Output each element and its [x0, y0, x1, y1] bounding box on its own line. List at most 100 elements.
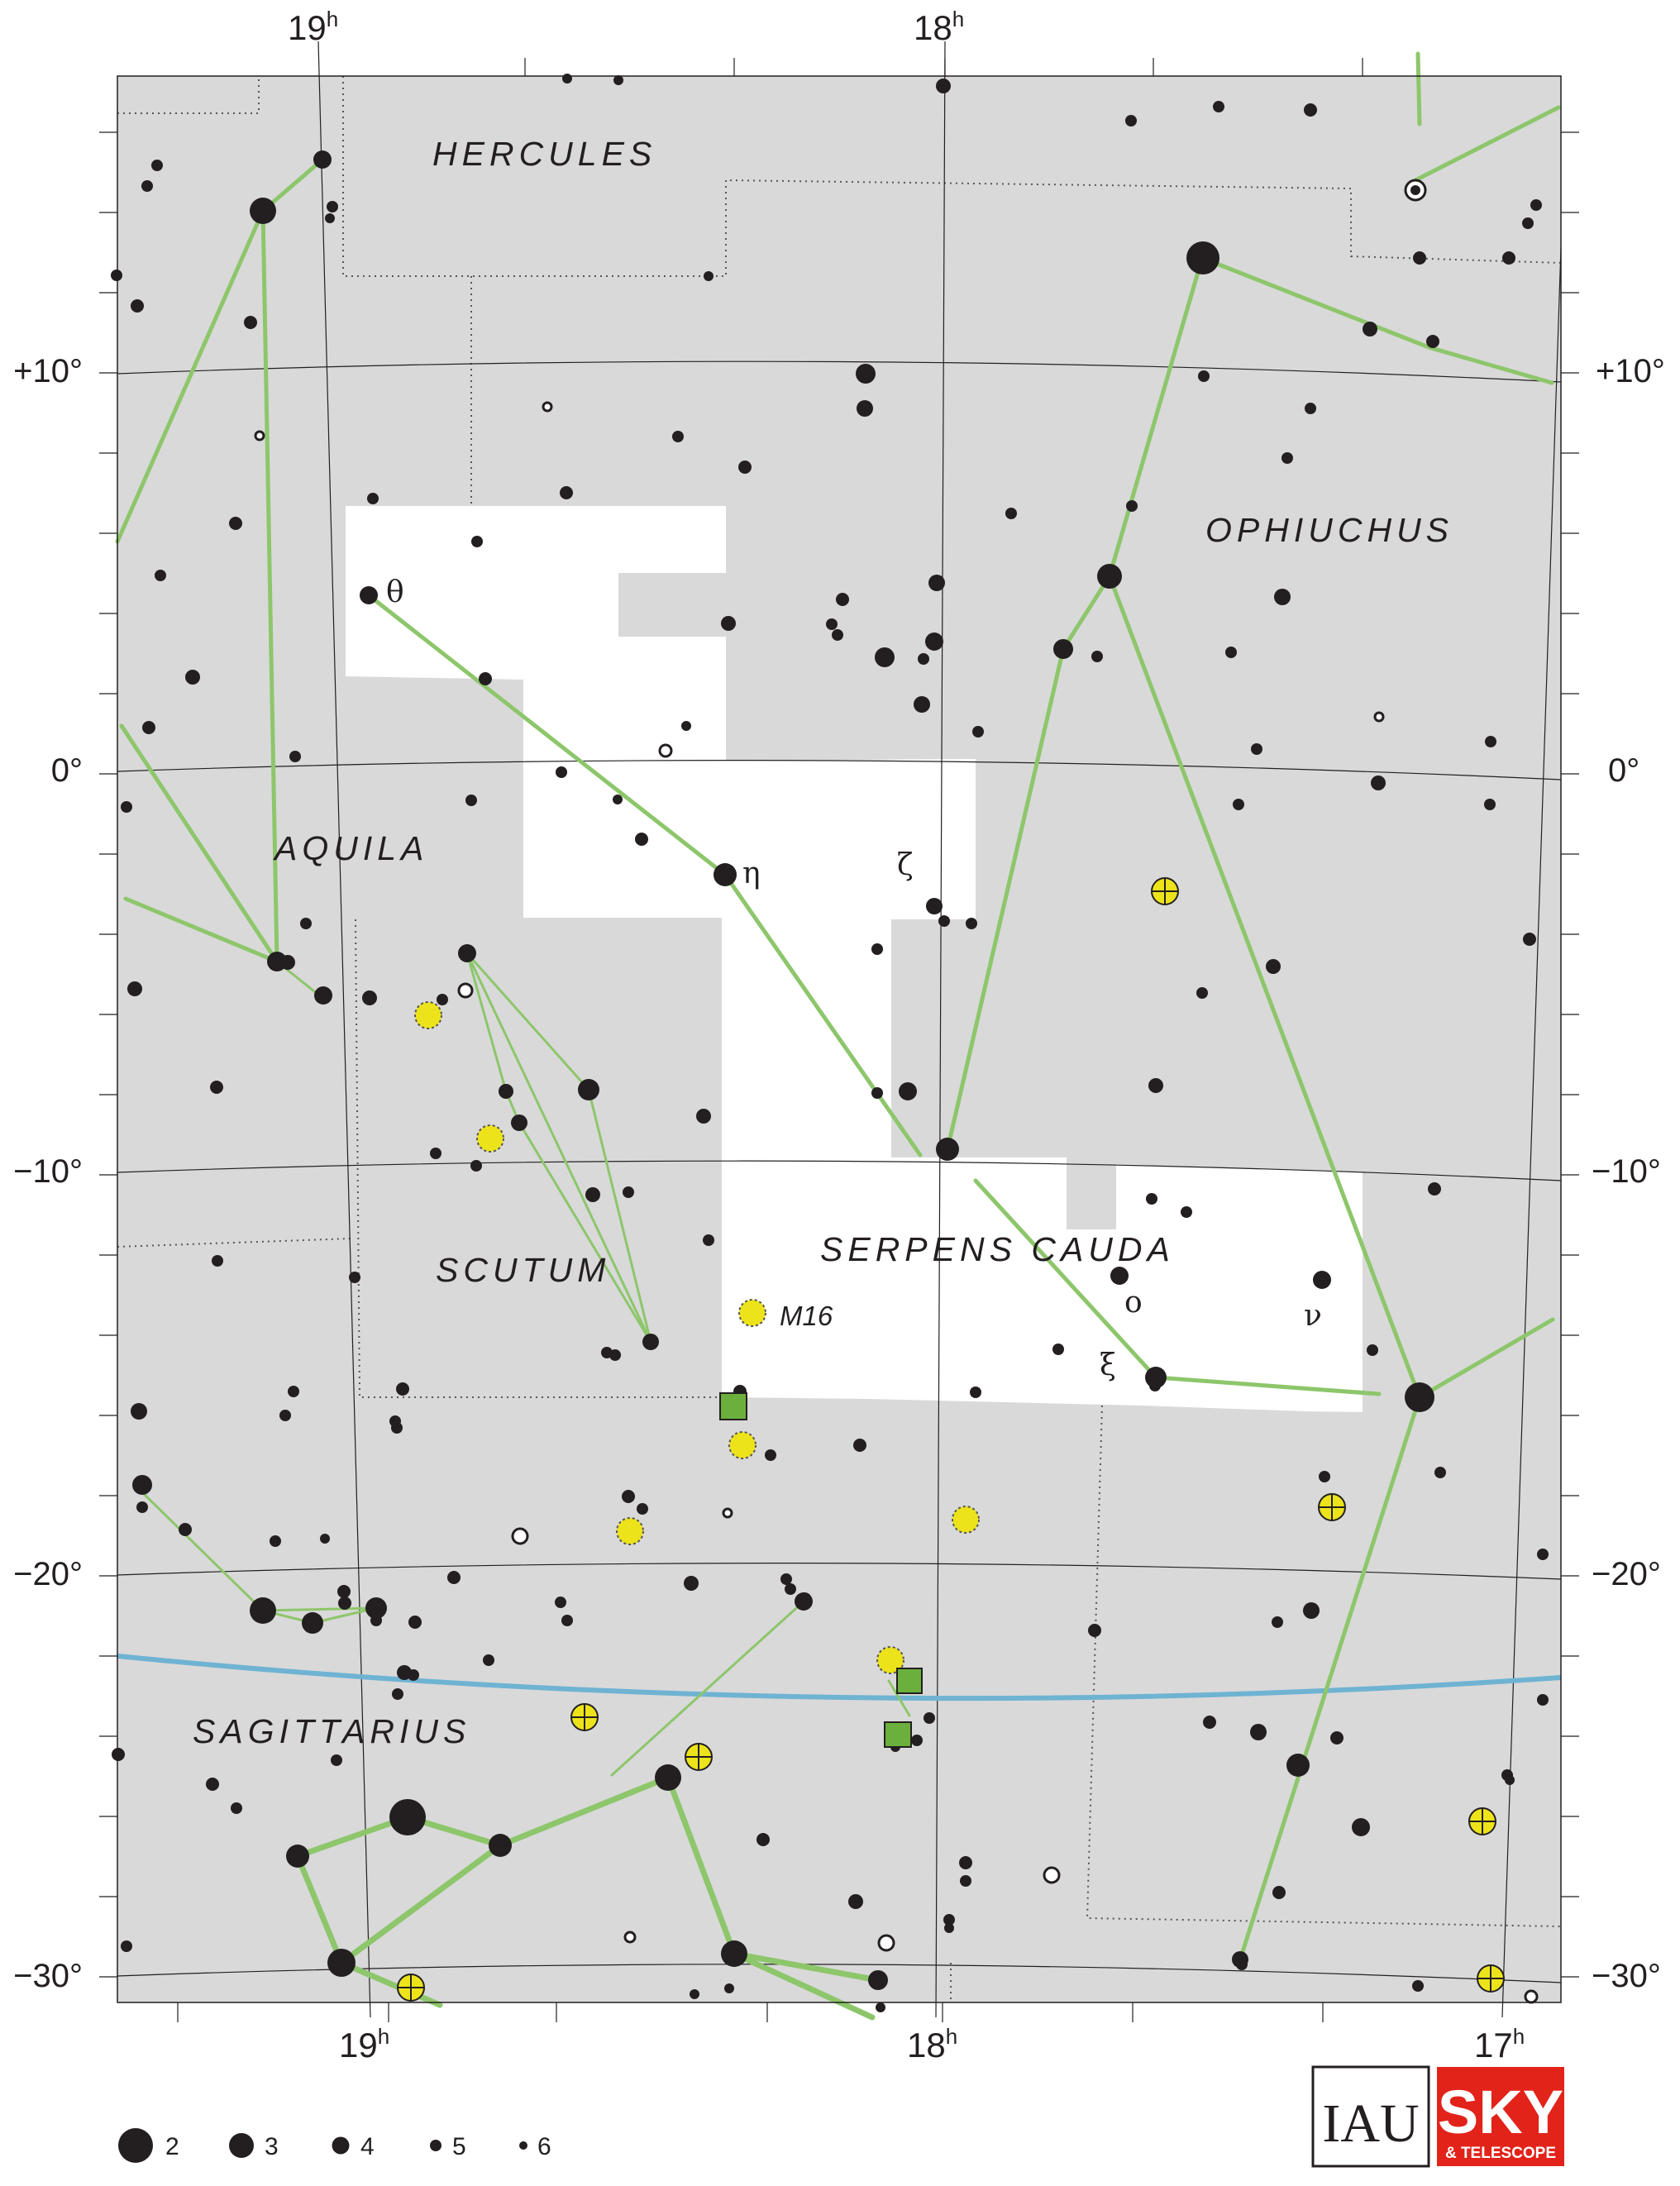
- star: [408, 1616, 422, 1629]
- star: [327, 201, 338, 212]
- star: [785, 1583, 796, 1595]
- star: [244, 316, 257, 329]
- ra-bottom-19h: 19h: [339, 2024, 389, 2064]
- star: [1088, 1624, 1101, 1637]
- sky-telescope-logo: SKY & TELESCOPE: [1437, 2067, 1564, 2166]
- label-aquila: AQUILA: [272, 829, 428, 867]
- star: [132, 1475, 152, 1495]
- dec-line-0: [117, 760, 1562, 780]
- star: [396, 1382, 409, 1396]
- star: [185, 670, 200, 685]
- star: [1313, 1271, 1331, 1289]
- star: [367, 493, 379, 504]
- star: [151, 160, 163, 171]
- star: [623, 1186, 634, 1198]
- star: [622, 1490, 635, 1503]
- star: [721, 1940, 747, 1967]
- star: [1405, 1382, 1434, 1412]
- star: [836, 593, 849, 606]
- globular-cluster-cross: [398, 1974, 424, 2001]
- star: [1236, 1959, 1248, 1970]
- star: [1186, 241, 1219, 274]
- star: [899, 1082, 917, 1100]
- star: [1097, 564, 1122, 589]
- star: [1434, 1467, 1446, 1478]
- star: [447, 1571, 461, 1584]
- star: [1505, 1775, 1515, 1785]
- star: [389, 1799, 426, 1835]
- star: [635, 833, 648, 846]
- star: [684, 1576, 699, 1591]
- hollow-object: [542, 401, 553, 413]
- star: [556, 766, 567, 778]
- star: [279, 1410, 291, 1421]
- star: [832, 629, 843, 641]
- star: [857, 400, 873, 417]
- star: [972, 726, 984, 737]
- magnitude-legend: 2 3 4 5 6: [118, 2128, 551, 2163]
- star: [724, 1983, 734, 1993]
- star: [471, 536, 483, 547]
- star: [856, 364, 876, 384]
- star: [1367, 1344, 1378, 1356]
- star: [392, 1688, 403, 1700]
- star: [1286, 1754, 1310, 1777]
- star: [681, 721, 691, 731]
- star: [690, 1989, 699, 1999]
- dec-left-m10: −10°: [13, 1153, 83, 1190]
- star: [704, 271, 714, 281]
- star: [391, 1422, 403, 1434]
- ra-line-19h: [317, 41, 371, 2018]
- globular-cluster-cross: [685, 1744, 712, 1770]
- nebulae: [719, 1392, 923, 1748]
- star: [458, 944, 476, 962]
- star: [511, 1114, 527, 1131]
- star: [327, 1949, 356, 1977]
- ra-line-17h: [1501, 247, 1562, 2018]
- star: [637, 1503, 648, 1515]
- open-cluster: [952, 1506, 980, 1534]
- star: [338, 1597, 351, 1610]
- star: [609, 1349, 621, 1361]
- star: [1413, 251, 1426, 265]
- star: [286, 1845, 309, 1868]
- legend-mag-6-label: 6: [537, 2133, 551, 2160]
- star: [314, 986, 332, 1005]
- label-omicron: o: [1124, 1286, 1143, 1320]
- label-theta: θ: [386, 575, 404, 609]
- star: [489, 1834, 512, 1857]
- ra-top-18h: 18h: [914, 7, 964, 47]
- star: [853, 1439, 866, 1452]
- star: [1052, 1344, 1064, 1355]
- star: [1537, 1694, 1549, 1706]
- globular-cluster: [685, 1743, 713, 1771]
- dec-right-m30: −30°: [1592, 1958, 1661, 1994]
- star: [1484, 799, 1496, 810]
- sky-logo-subtext: & TELESCOPE: [1445, 2145, 1556, 2162]
- star: [696, 1109, 711, 1124]
- star: [938, 915, 950, 927]
- constellation-names: HERCULES OPHIUCHUS AQUILA SCUTUM SERPENS…: [193, 135, 1453, 1750]
- star: [349, 1272, 360, 1283]
- star: [578, 1079, 599, 1100]
- star: [756, 1833, 770, 1846]
- star: [1428, 1182, 1441, 1196]
- star: [1110, 1267, 1129, 1285]
- star: [142, 721, 155, 734]
- ra-top-19h: 19h: [288, 7, 338, 47]
- globular-cluster: [1477, 1964, 1505, 1993]
- label-zeta: ζ: [897, 848, 914, 882]
- frame-ticks: [99, 58, 1579, 2022]
- legend-mag-6-dot: [519, 2141, 527, 2150]
- star: [1274, 589, 1291, 605]
- star: [928, 575, 945, 591]
- label-ophiuchus: OPHIUCHUS: [1205, 511, 1453, 549]
- star: [738, 461, 752, 474]
- star: [561, 1615, 573, 1626]
- star: [613, 75, 623, 85]
- star: [289, 751, 301, 762]
- star: [111, 270, 122, 281]
- hollow-object: [254, 430, 265, 441]
- star: [826, 618, 838, 630]
- star: [1371, 776, 1386, 790]
